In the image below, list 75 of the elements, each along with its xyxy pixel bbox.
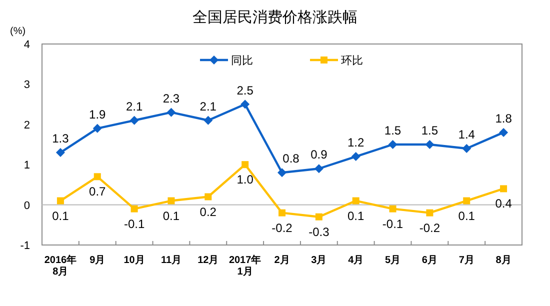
y-tick-label: 3 — [24, 79, 30, 92]
point — [130, 205, 138, 212]
x-tick-label: 6月 — [422, 255, 438, 266]
point — [240, 100, 250, 109]
data-label: 0.4 — [495, 196, 512, 211]
point — [315, 213, 322, 220]
data-label: 1.2 — [348, 136, 365, 150]
data-label: -0.2 — [419, 220, 440, 235]
point — [425, 140, 434, 149]
point — [92, 124, 102, 133]
x-tick-label: 12月 — [198, 255, 219, 266]
data-label: 1.5 — [421, 124, 438, 138]
x-tick-label: 8月 — [496, 255, 512, 266]
point — [500, 185, 508, 192]
point — [388, 140, 398, 149]
data-label: 2.5 — [236, 83, 254, 98]
point — [352, 197, 360, 204]
x-tick-label: 7月 — [458, 255, 474, 266]
point — [278, 209, 286, 216]
y-axis-title: (%) — [10, 26, 26, 37]
point — [278, 168, 286, 178]
point — [314, 164, 324, 174]
data-label: 1.8 — [495, 111, 512, 126]
point — [204, 193, 212, 200]
point — [166, 108, 176, 117]
data-label: 2.1 — [126, 99, 143, 114]
data-label: 0.1 — [348, 208, 365, 223]
point — [56, 197, 64, 204]
point — [389, 205, 396, 212]
point — [204, 116, 213, 125]
point — [168, 197, 175, 204]
data-label: -0.2 — [272, 220, 293, 235]
data-label: 0.1 — [52, 208, 70, 223]
data-label: 0.1 — [458, 208, 476, 223]
data-label: 1.4 — [458, 128, 476, 142]
y-tick-label: -1 — [20, 240, 30, 252]
point — [499, 128, 508, 137]
y-tick-label: 2 — [24, 119, 30, 132]
y-tick-label: 4 — [24, 39, 30, 51]
x-tick-label: 2月 — [274, 255, 290, 266]
x-tick-label: 9月 — [90, 255, 106, 266]
y-tick-label: 0 — [24, 200, 30, 212]
data-label: 1.9 — [89, 107, 106, 122]
chart-title: 全国居民消费价格涨跌幅 — [192, 9, 358, 26]
data-label: 0.1 — [162, 208, 180, 223]
data-label: 1.3 — [52, 132, 70, 146]
data-label: 0.2 — [200, 204, 217, 219]
data-label: 0.8 — [282, 152, 300, 166]
point — [56, 148, 65, 158]
data-label: -0.3 — [308, 224, 330, 239]
point — [462, 144, 472, 154]
data-label: 2.1 — [200, 99, 217, 114]
data-label: 1.0 — [236, 172, 254, 187]
x-tick-label: 2016年 8月 — [44, 254, 77, 278]
x-tick-label: 2017年 1月 — [228, 254, 262, 278]
x-tick-label: 3月 — [311, 255, 327, 266]
point — [242, 161, 249, 168]
legend-label: 同比 — [231, 54, 253, 67]
data-label: 0.9 — [310, 148, 328, 162]
point — [130, 116, 139, 125]
x-tick-label: 4月 — [348, 255, 364, 266]
data-label: 0.7 — [89, 184, 106, 199]
point — [94, 173, 101, 180]
x-tick-label: 11月 — [160, 255, 182, 266]
data-label: 2.3 — [162, 91, 180, 106]
x-tick-label: 10月 — [124, 255, 145, 266]
y-tick-label: 1 — [24, 160, 30, 172]
point — [463, 197, 470, 204]
data-label: -0.1 — [382, 216, 404, 231]
legend-label: 环比 — [341, 54, 363, 67]
point — [426, 209, 434, 216]
point — [351, 152, 360, 162]
data-label: -0.1 — [124, 216, 145, 231]
x-tick-label: 5月 — [384, 255, 401, 266]
data-label: 1.5 — [384, 124, 402, 138]
